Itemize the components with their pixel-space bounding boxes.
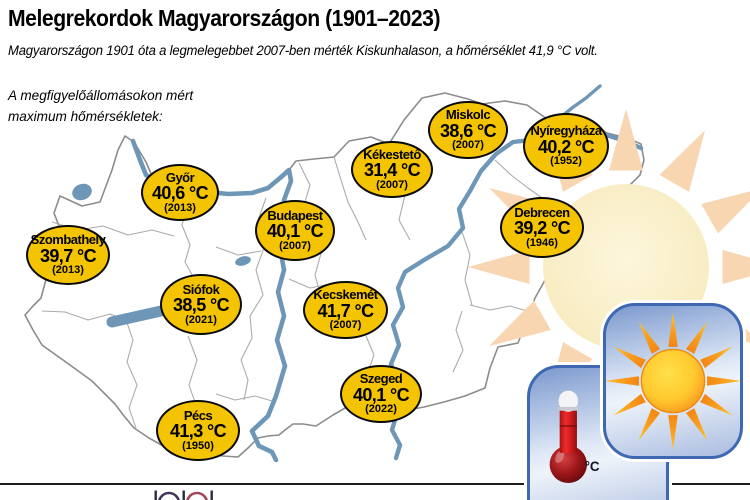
station-year: (1950) bbox=[182, 439, 214, 452]
station-bubble-nyiregyhaza: Nyíregyháza 40,2 °C (1952) bbox=[523, 113, 609, 179]
station-bubble-szeged: Szeged 40,1 °C (2022) bbox=[340, 365, 422, 423]
note-line-2: maximum hőmérsékletek: bbox=[8, 108, 163, 124]
station-temp: 38,6 °C bbox=[439, 120, 497, 141]
station-year: (1952) bbox=[550, 155, 582, 168]
station-bubble-siofok: Siófok 38,5 °C (2021) bbox=[160, 274, 242, 335]
lake-velence bbox=[235, 256, 251, 266]
bodrog-river bbox=[559, 84, 602, 119]
station-city: Kékestető bbox=[363, 146, 421, 162]
station-year: (2007) bbox=[376, 178, 408, 191]
station-temp: 40,6 °C bbox=[151, 183, 209, 204]
station-year: (2013) bbox=[52, 264, 84, 277]
sun-icon bbox=[606, 312, 740, 450]
hungary-border bbox=[24, 92, 645, 458]
subtitle: Magyarországon 1901 óta a legmelegebbet … bbox=[8, 43, 598, 58]
sun-tile bbox=[603, 303, 743, 459]
station-city: Budapest bbox=[267, 207, 323, 223]
station-year: (2007) bbox=[279, 239, 311, 252]
note: A megfigyelőállomásokon mért maximum hőm… bbox=[8, 85, 616, 127]
station-city: Kecskemét bbox=[313, 287, 378, 303]
station-year: (2021) bbox=[185, 313, 217, 326]
station-city: Pécs bbox=[183, 407, 213, 423]
background-sun-rays bbox=[468, 109, 750, 425]
station-city: Szombathely bbox=[30, 232, 106, 248]
thermometer-icon: °C bbox=[549, 390, 600, 484]
station-temp: 40,2 °C bbox=[537, 136, 595, 157]
station-temp: 40,1 °C bbox=[266, 221, 324, 242]
logo-divider-bar bbox=[154, 490, 157, 500]
station-city: Miskolc bbox=[445, 107, 491, 123]
station-temp: 39,7 °C bbox=[39, 245, 97, 266]
note-line-1: A megfigyelőállomásokon mért bbox=[8, 87, 194, 103]
station-city: Nyíregyháza bbox=[530, 123, 602, 139]
logo-divider-bar bbox=[210, 490, 213, 500]
station-city: Szeged bbox=[359, 371, 403, 387]
footer-logos bbox=[154, 490, 213, 500]
station-city: Győr bbox=[165, 169, 195, 185]
station-temp: 41,3 °C bbox=[169, 421, 227, 442]
station-bubble-szombathely: Szombathely 39,7 °C (2013) bbox=[26, 225, 110, 285]
header: Melegrekordok Magyarországon (1901–2023)… bbox=[8, 0, 616, 127]
station-temp: 39,2 °C bbox=[513, 218, 571, 239]
logo-divider-bar bbox=[182, 490, 185, 500]
station-year: (1946) bbox=[526, 236, 558, 249]
station-city: Siófok bbox=[182, 281, 220, 297]
station-bubble-pecs: Pécs 41,3 °C (1950) bbox=[156, 400, 240, 461]
page-title: Melegrekordok Magyarországon (1901–2023) bbox=[8, 5, 441, 31]
celsius-label: °C bbox=[585, 459, 600, 474]
station-temp: 41,7 °C bbox=[317, 300, 374, 321]
mti-logo-icon bbox=[186, 491, 208, 500]
station-year: (2007) bbox=[329, 319, 362, 332]
footer-divider bbox=[0, 483, 750, 485]
station-bubble-kekesteto: Kékestető 31,4 °C (2007) bbox=[351, 141, 433, 198]
station-bubble-kecskemet: Kecskemét 41,7 °C (2007) bbox=[303, 281, 388, 339]
station-bubble-miskolc: Miskolc 38,6 °C (2007) bbox=[428, 101, 508, 159]
station-bubble-debrecen: Debrecen 39,2 °C (1946) bbox=[500, 197, 584, 258]
station-bubble-budapest: Budapest 40,1 °C (2007) bbox=[255, 200, 335, 261]
station-year: (2007) bbox=[452, 139, 484, 152]
station-temp: 38,5 °C bbox=[172, 295, 230, 316]
station-temp: 31,4 °C bbox=[363, 160, 421, 181]
station-temp: 40,1 °C bbox=[352, 384, 410, 405]
station-year: (2013) bbox=[164, 201, 196, 214]
station-bubble-gyor: Győr 40,6 °C (2013) bbox=[141, 164, 219, 221]
station-year: (2022) bbox=[365, 403, 397, 416]
lake-ferto bbox=[72, 183, 92, 201]
mtva-logo-icon bbox=[158, 491, 180, 500]
station-city: Debrecen bbox=[514, 204, 570, 220]
